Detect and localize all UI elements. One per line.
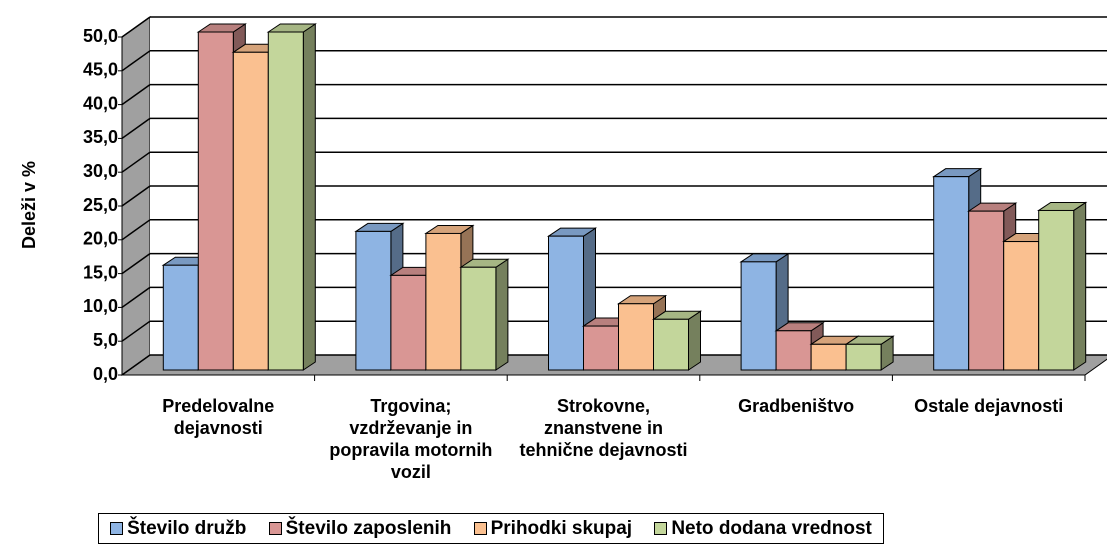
bar [618, 303, 654, 371]
legend-item: Neto dodana vrednost [654, 518, 872, 540]
x-tick-label: Predelovalne dejavnosti [162, 396, 275, 438]
bar-group [266, 23, 317, 371]
y-tick-label: 10,0 [83, 296, 118, 316]
grid-line [121, 117, 151, 140]
grid-line [121, 252, 151, 275]
bar-side [495, 258, 509, 371]
x-tick-label: Strokovne, znanstvene in tehnične dejavn… [519, 396, 688, 460]
bar-group [844, 335, 895, 371]
bar-group [651, 310, 703, 371]
bar-group [1037, 201, 1088, 371]
grid-line [121, 185, 151, 207]
bar [460, 266, 497, 371]
legend-swatch [654, 522, 668, 535]
y-tick-label: 45,0 [83, 60, 118, 80]
y-tick-label: 15,0 [83, 262, 118, 282]
legend-label: Število družb [127, 517, 247, 539]
bar-group [459, 258, 510, 371]
legend-swatch [473, 522, 487, 535]
y-tick-label: 20,0 [83, 229, 118, 249]
bar [162, 264, 199, 371]
y-tick-label: 25,0 [83, 195, 118, 215]
legend-item: Prihodki skupaj [473, 517, 633, 540]
bar [810, 343, 847, 371]
bar [548, 235, 584, 371]
bar-side [688, 310, 701, 371]
grid-line [121, 286, 151, 309]
bar [1003, 241, 1040, 371]
bar [425, 232, 462, 371]
bar [355, 230, 392, 371]
grid-line [121, 354, 151, 376]
grid-line [121, 83, 151, 106]
legend-item: Število družb [110, 518, 246, 540]
y-tick-label: 40,0 [83, 93, 118, 113]
legend-swatch [268, 522, 282, 535]
bar [583, 325, 619, 371]
x-tick-label: Trgovina; vzdrževanje in popravila motor… [329, 396, 493, 482]
legend-swatch [110, 522, 124, 535]
legend-label: Prihodki skupaj [490, 517, 633, 539]
bar [740, 261, 777, 371]
y-axis-label: Deleži v % [19, 161, 39, 249]
legend-item: Število zaposlenih [268, 517, 452, 540]
bar [390, 274, 427, 371]
y-tick-label: 50,0 [83, 26, 118, 46]
grid-line [121, 320, 151, 342]
bar [197, 31, 234, 371]
bar [775, 330, 812, 371]
y-tick-label: 30,0 [83, 161, 118, 181]
grid-line [121, 50, 151, 72]
y-tick-label: 35,0 [83, 127, 118, 147]
grid-line [121, 16, 151, 38]
legend: Število družb Število zaposlenih Prihodki … [98, 513, 884, 544]
x-tick-label: Gradbeništvo [738, 396, 855, 416]
bar-side [302, 23, 316, 371]
grid-line [121, 219, 151, 241]
bar [653, 318, 689, 371]
bar-side [1073, 201, 1087, 371]
grid-line [121, 151, 151, 173]
legend-label: Neto dodana vrednost [671, 517, 872, 539]
bar [968, 210, 1005, 371]
bar [1038, 209, 1075, 371]
y-tick-label: 0,0 [93, 364, 118, 384]
bar [267, 31, 304, 371]
x-tick-label: Ostale dejavnosti [914, 396, 1064, 416]
bar [845, 343, 882, 371]
legend-label: Število zaposlenih [285, 517, 452, 539]
bar [933, 176, 970, 371]
y-tick-label: 5,0 [93, 330, 118, 350]
bar [232, 51, 269, 371]
